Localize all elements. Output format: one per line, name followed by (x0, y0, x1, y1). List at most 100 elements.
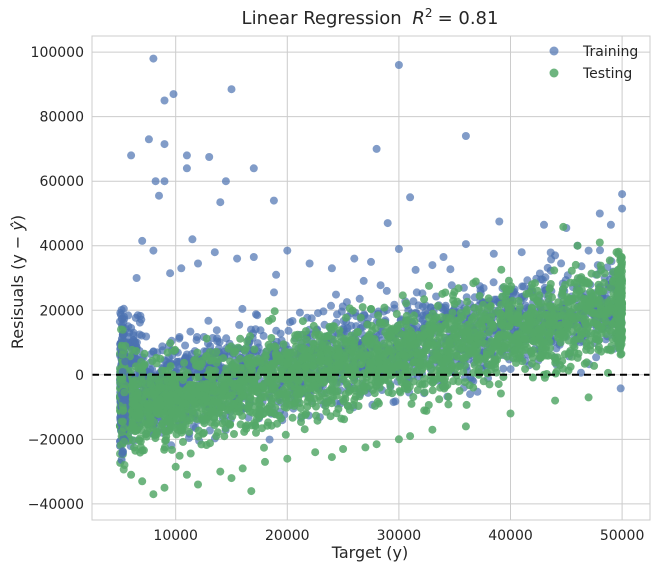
testing-point (521, 335, 530, 344)
testing-point (392, 310, 401, 318)
testing-point (581, 320, 590, 329)
testing-point (561, 280, 570, 289)
training-point (284, 326, 293, 335)
testing-point (485, 328, 493, 337)
testing-point (324, 331, 333, 340)
testing-point (418, 364, 427, 372)
y-tick-label: −20000 (28, 432, 84, 448)
testing-point (255, 405, 264, 414)
y-axis-label: Resisuals (y − ŷ) (8, 215, 27, 349)
testing-point (128, 345, 136, 354)
testing-point (246, 332, 255, 341)
testing-point (297, 418, 305, 426)
testing-point (554, 333, 562, 342)
training-point (519, 282, 528, 291)
testing-point (268, 314, 277, 323)
testing-point (182, 385, 190, 394)
testing-point (606, 345, 614, 354)
testing-point (147, 395, 156, 404)
testing-point (573, 353, 582, 362)
testing-point (372, 381, 381, 390)
training-point (186, 327, 195, 336)
testing-point (475, 292, 484, 300)
testing-point (449, 377, 458, 386)
testing-point (454, 284, 463, 293)
testing-point (469, 383, 478, 392)
edge-point (118, 417, 127, 426)
testing-point (302, 409, 311, 418)
testing-point (210, 406, 219, 415)
testing-point (238, 464, 247, 473)
testing-point (250, 345, 259, 354)
testing-point (283, 348, 292, 357)
testing-point (559, 306, 568, 315)
training-point (149, 54, 158, 63)
testing-point (531, 279, 539, 288)
legend-marker-training (549, 46, 559, 56)
training-point (149, 246, 158, 255)
testing-point (469, 279, 478, 288)
training-point (137, 315, 146, 324)
training-point (327, 301, 335, 310)
training-point (552, 344, 561, 353)
testing-point (286, 401, 295, 409)
testing-point (401, 379, 410, 388)
training-point (175, 334, 184, 343)
testing-point (351, 335, 360, 344)
testing-point (453, 352, 462, 361)
testing-point (179, 437, 187, 446)
testing-point (451, 330, 459, 339)
testing-point (308, 361, 317, 370)
testing-point (551, 396, 560, 405)
testing-point (529, 328, 538, 337)
testing-point (448, 308, 457, 317)
y-tick-label: 40000 (39, 239, 84, 255)
testing-point (246, 358, 255, 367)
chart-title: Linear Regression R2 = 0.81 (242, 6, 499, 29)
testing-point (616, 342, 625, 351)
testing-point (342, 338, 351, 347)
testing-point (594, 296, 602, 305)
testing-point (618, 258, 626, 267)
testing-point (496, 389, 505, 398)
training-point (210, 248, 219, 257)
testing-point (261, 457, 269, 466)
edge-point (117, 314, 126, 323)
testing-point (594, 285, 603, 294)
training-point (132, 274, 141, 282)
testing-point (275, 353, 284, 362)
training-point (295, 308, 304, 317)
training-point (233, 254, 242, 263)
testing-point (416, 357, 425, 366)
testing-point (374, 346, 383, 355)
training-point (129, 328, 138, 337)
testing-point (314, 384, 323, 393)
testing-point (199, 428, 208, 437)
training-point (412, 288, 421, 297)
testing-point (150, 431, 159, 440)
testing-point (302, 384, 311, 393)
testing-point (287, 366, 296, 375)
testing-point (343, 380, 352, 389)
testing-point (227, 391, 236, 400)
testing-point (244, 403, 253, 412)
testing-point (580, 359, 589, 368)
x-tick-label: 40000 (488, 528, 533, 544)
training-point (249, 253, 258, 261)
testing-point (208, 356, 217, 365)
testing-point (229, 348, 238, 357)
testing-point (546, 302, 555, 311)
testing-point (171, 345, 180, 354)
testing-point (224, 419, 233, 428)
training-point (616, 384, 625, 393)
testing-point (277, 414, 286, 423)
testing-point (484, 294, 493, 303)
testing-point (309, 321, 318, 330)
training-point (592, 353, 601, 362)
testing-point (512, 358, 520, 367)
training-point (446, 265, 455, 274)
training-point (177, 264, 186, 273)
testing-point (166, 339, 175, 348)
testing-point (575, 286, 584, 295)
training-point (489, 249, 498, 258)
